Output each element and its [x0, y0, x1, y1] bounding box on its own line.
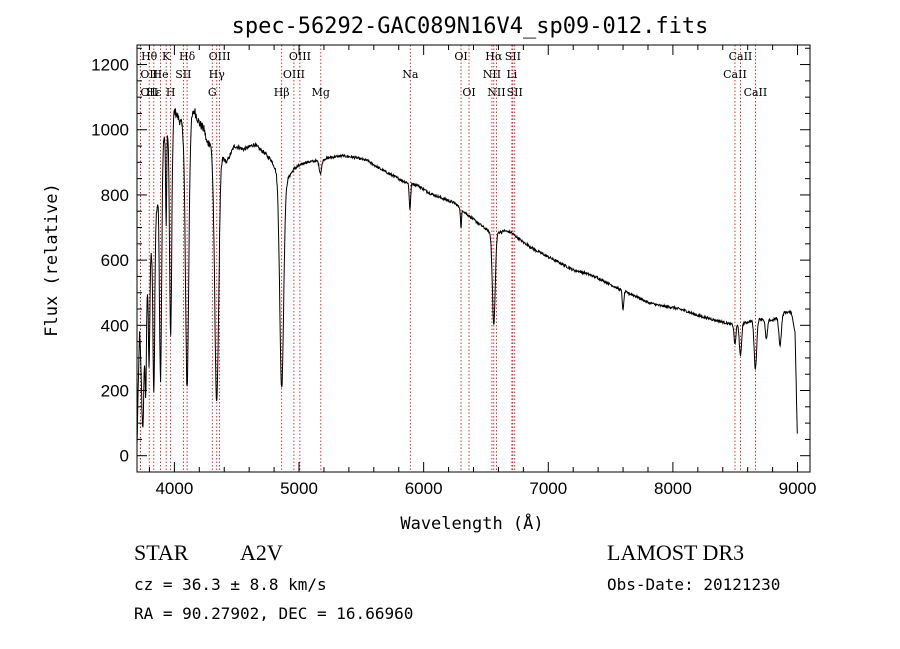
spectrum-series-line — [136, 107, 798, 445]
spectral-line-label: Na — [402, 68, 419, 81]
observation-date: Obs-Date: 20121230 — [607, 575, 781, 594]
redshift-value: cz = 36.3 ± 8.8 km/s — [134, 575, 327, 594]
spectral-line-label: NII — [487, 86, 505, 99]
spectral-line-label: Hδ — [179, 50, 196, 63]
spectral-line-label: Hγ — [209, 68, 226, 81]
object-class: STAR — [134, 540, 189, 565]
plot-frame — [136, 44, 811, 473]
spectral-line-label: CaII — [723, 68, 747, 81]
x-tick-label: 6000 — [405, 479, 443, 498]
spectral-line-label: H — [166, 86, 176, 99]
y-axis-label: Flux (relative) — [42, 183, 62, 337]
spectral-line-label: Hα — [485, 50, 503, 63]
spectral-line-label: Hθ — [141, 50, 158, 63]
survey-name: LAMOST DR3 — [607, 540, 745, 565]
spectral-lines-layer — [139, 45, 756, 472]
spectral-line-label: Mg — [312, 86, 330, 99]
spectral-line-label: OIII — [289, 50, 311, 63]
spectral-line-label: OII — [140, 86, 158, 99]
spectral-line-label: SII — [175, 68, 191, 81]
spectral-line-label: CaII — [744, 86, 768, 99]
x-tick-label: 5000 — [280, 479, 318, 498]
spectral-line-label: K — [162, 50, 171, 63]
y-tick-label: 200 — [101, 382, 129, 401]
y-tick-label: 800 — [101, 186, 129, 205]
spectral-line-label: OII — [140, 68, 158, 81]
y-tick-label: 1200 — [91, 56, 129, 75]
spectral-line-label: SII — [507, 86, 523, 99]
x-tick-label: 9000 — [779, 479, 817, 498]
spectral-line-label: He — [153, 68, 169, 81]
spectral-line-label: NII — [483, 68, 501, 81]
spectral-line-label: Hε — [146, 86, 162, 99]
x-tick-label: 7000 — [529, 479, 567, 498]
axis-ticks: 4000 5000 6000 7000 8000 9000 0 200 400 600 800 100… — [91, 45, 816, 498]
spectral-line-label: OI — [454, 50, 467, 63]
object-subclass: A2V — [240, 540, 283, 565]
y-tick-label: 1000 — [91, 121, 129, 140]
spectral-line-label: Li — [506, 68, 517, 81]
spectral-line-label: Hβ — [274, 86, 290, 99]
spectral-line-label: SII — [505, 50, 521, 63]
x-tick-label: 4000 — [155, 479, 193, 498]
y-tick-label: 400 — [101, 316, 129, 335]
y-tick-label: 600 — [101, 251, 129, 270]
spectral-line-label: G — [208, 86, 217, 99]
x-tick-label: 8000 — [654, 479, 692, 498]
spectral-line-label: OI — [462, 86, 475, 99]
y-tick-label: 0 — [120, 447, 129, 466]
spectral-line-label: CaII — [729, 50, 753, 63]
chart-title: spec-56292-GAC089N16V4_sp09-012.fits — [232, 14, 709, 39]
spectral-line-label: OIII — [283, 68, 305, 81]
x-axis-label: Wavelength (Å) — [400, 512, 543, 534]
coordinates: RA = 90.27902, DEC = 16.66960 — [134, 604, 414, 623]
spectral-line-label: OIII — [209, 50, 231, 63]
